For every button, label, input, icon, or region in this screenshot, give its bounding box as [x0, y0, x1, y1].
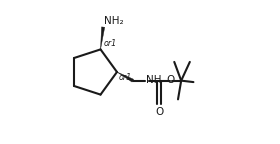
- Text: O: O: [155, 107, 163, 117]
- Text: or1: or1: [119, 73, 132, 82]
- Text: or1: or1: [103, 39, 117, 48]
- Text: NH₂: NH₂: [104, 16, 124, 26]
- Text: O: O: [167, 75, 175, 85]
- Text: NH: NH: [146, 75, 161, 85]
- Polygon shape: [101, 27, 105, 49]
- Polygon shape: [117, 72, 134, 82]
